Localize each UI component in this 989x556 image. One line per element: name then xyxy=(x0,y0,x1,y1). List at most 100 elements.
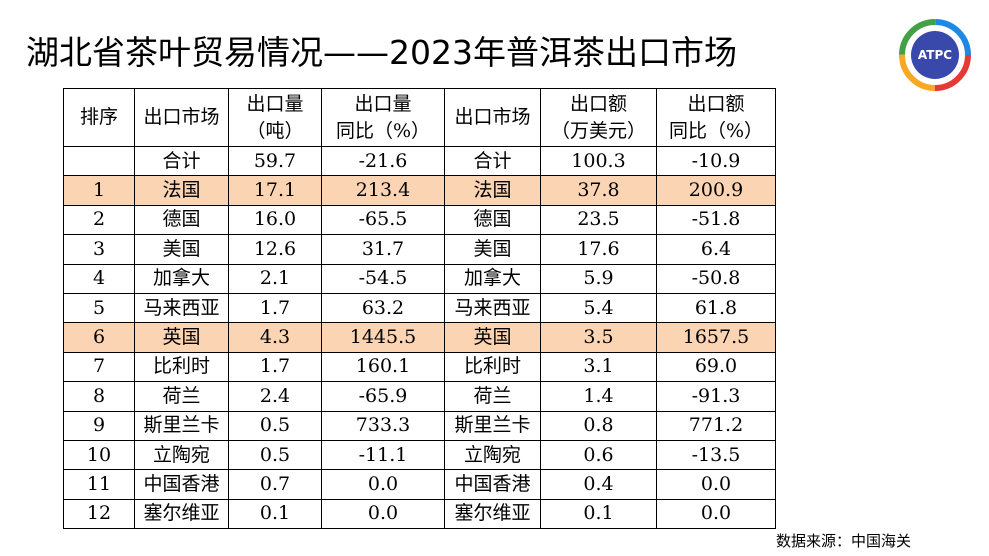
header-cell: 出口市场 xyxy=(134,88,229,147)
logo-ring xyxy=(899,19,971,91)
cell: 合计 xyxy=(444,145,541,177)
cell: 0.0 xyxy=(321,498,445,530)
cell: -11.1 xyxy=(321,439,445,471)
cell: 10 xyxy=(63,439,135,471)
cell: 3.5 xyxy=(540,322,657,353)
cell: 4 xyxy=(63,263,135,294)
cell: 0.0 xyxy=(656,469,776,500)
logo-ring xyxy=(899,19,971,91)
cell: 5.4 xyxy=(540,292,657,324)
header-cell: 出口量 （吨） xyxy=(228,88,322,147)
cell: 6 xyxy=(63,322,135,353)
cell: 0.5 xyxy=(228,410,322,441)
cell: 0.5 xyxy=(228,439,322,471)
data-row: 5 马来西亚 1.7 63.2 马来西亚 5.4 61.8 xyxy=(63,292,776,324)
data-row: 4 加拿大 2.1 -54.5 加拿大 5.9 -50.8 xyxy=(63,263,776,294)
cell: 0.1 xyxy=(540,498,657,530)
data-row: 7 比利时 1.7 160.1 比利时 3.1 69.0 xyxy=(63,351,776,383)
cell: 英国 xyxy=(134,322,229,353)
cell: 17.6 xyxy=(540,234,657,265)
cell: -10.9 xyxy=(656,145,776,177)
cell: 加拿大 xyxy=(444,263,541,294)
cell: 0.6 xyxy=(540,439,657,471)
cell: 6.4 xyxy=(656,234,776,265)
cell: 31.7 xyxy=(321,234,445,265)
cell: 16.0 xyxy=(228,204,322,236)
cell: 8 xyxy=(63,381,135,412)
cell: 德国 xyxy=(134,204,229,236)
cell: 12.6 xyxy=(228,234,322,265)
cell: 23.5 xyxy=(540,204,657,236)
cell: 美国 xyxy=(444,234,541,265)
header-text: 出口市场 xyxy=(454,106,531,129)
cell: -54.5 xyxy=(321,263,445,294)
header-cell: 排序 xyxy=(63,88,135,147)
header-text: 排序 xyxy=(79,106,118,129)
logo-text: ATPC xyxy=(918,48,952,62)
data-row: 11 中国香港 0.7 0.0 中国香港 0.4 0.0 xyxy=(63,469,776,500)
cell: 2.1 xyxy=(228,263,322,294)
cell: 17.1 xyxy=(228,175,322,206)
data-row: 3 美国 12.6 31.7 美国 17.6 6.4 xyxy=(63,234,776,265)
header-text: 同比（%） xyxy=(335,119,431,142)
cell: 771.2 xyxy=(656,410,776,441)
cell: 7 xyxy=(63,351,135,383)
header-text: 出口市场 xyxy=(143,106,220,129)
cell: 0.1 xyxy=(228,498,322,530)
title: 湖北省茶叶贸易情况——2023年普洱茶出口市场 xyxy=(26,33,737,72)
cell: 69.0 xyxy=(656,351,776,383)
data-row: 8 荷兰 2.4 -65.9 荷兰 1.4 -91.3 xyxy=(63,381,776,412)
cell: 11 xyxy=(63,469,135,500)
cell: 荷兰 xyxy=(444,381,541,412)
cell: 59.7 xyxy=(228,145,322,177)
logo-core xyxy=(911,31,959,79)
cell: -50.8 xyxy=(656,263,776,294)
cell: 61.8 xyxy=(656,292,776,324)
cell: 比利时 xyxy=(134,351,229,383)
data-row: 2 德国 16.0 -65.5 德国 23.5 -51.8 xyxy=(63,204,776,236)
cell: 160.1 xyxy=(321,351,445,383)
source-note: 数据来源：中国海关 xyxy=(776,532,912,550)
cell: 英国 xyxy=(444,322,541,353)
header-row: 排序 出口市场 出口量 （吨） 出口量同比（%） 出口市场 出口额 （万美元） 出口额同比（%） xyxy=(63,88,776,147)
cell: 法国 xyxy=(444,175,541,206)
data-row: 12 塞尔维亚 0.1 0.0 塞尔维亚 0.1 0.0 xyxy=(63,498,776,530)
cell: 4.3 xyxy=(228,322,322,353)
data-row: 1 法国 17.1 213.4 法国 37.8 200.9 xyxy=(63,175,776,206)
cell: 37.8 xyxy=(540,175,657,206)
cell: 立陶宛 xyxy=(444,439,541,471)
logo: ATPC xyxy=(899,19,971,91)
cell: 9 xyxy=(63,410,135,441)
cell: 中国香港 xyxy=(444,469,541,500)
header-cell: 出口额同比（%） xyxy=(656,88,776,147)
data-row: 6 英国 4.3 1445.5 英国 3.5 1657.5 xyxy=(63,322,776,353)
cell: 1445.5 xyxy=(321,322,445,353)
header-text: 出口额 xyxy=(569,92,627,115)
cell: 1.7 xyxy=(228,351,322,383)
cell: 1 xyxy=(63,175,135,206)
cell: 3 xyxy=(63,234,135,265)
cell: 1.4 xyxy=(540,381,657,412)
header-text: 出口额 xyxy=(687,92,745,115)
cell: 马来西亚 xyxy=(444,292,541,324)
cell: 德国 xyxy=(444,204,541,236)
header-text: 出口量 xyxy=(246,92,304,115)
cell: 斯里兰卡 xyxy=(444,410,541,441)
header-text: （万美元） xyxy=(550,119,646,142)
cell: 1.7 xyxy=(228,292,322,324)
cell: 12 xyxy=(63,498,135,530)
header-cell: 出口额 （万美元） xyxy=(540,88,657,147)
cell: 法国 xyxy=(134,175,229,206)
header-text: 同比（%） xyxy=(668,119,764,142)
cell: 2 xyxy=(63,204,135,236)
cell: 斯里兰卡 xyxy=(134,410,229,441)
cell xyxy=(63,145,135,177)
cell: -65.5 xyxy=(321,204,445,236)
cell: 1657.5 xyxy=(656,322,776,353)
cell: 100.3 xyxy=(540,145,657,177)
header-cell: 出口量同比（%） xyxy=(321,88,445,147)
header-text: 出口量 xyxy=(354,92,412,115)
cell: -65.9 xyxy=(321,381,445,412)
cell: 5.9 xyxy=(540,263,657,294)
header-text: （吨） xyxy=(246,119,304,142)
